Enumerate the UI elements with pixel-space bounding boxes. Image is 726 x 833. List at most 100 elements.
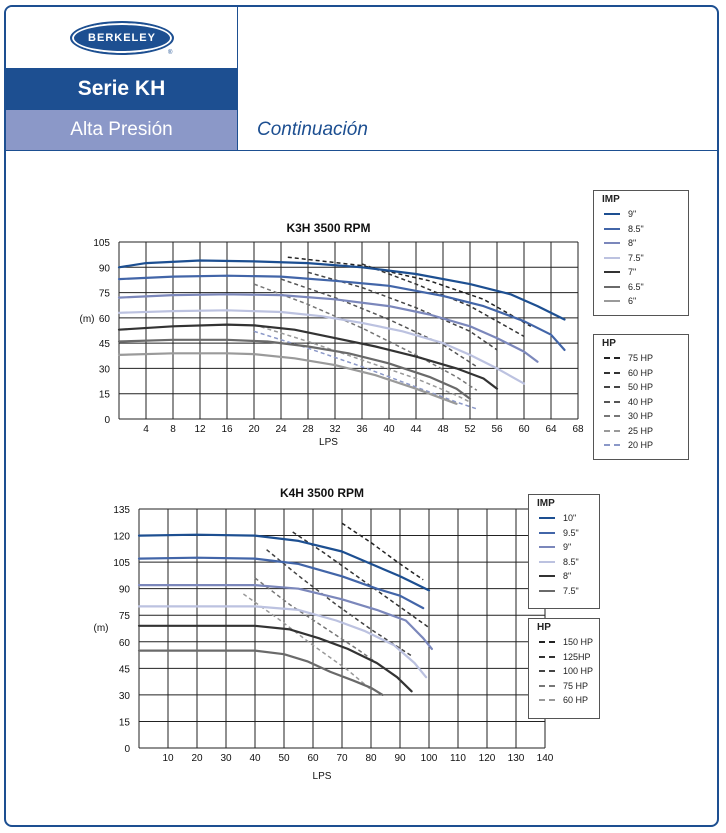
- c1-ylabel: (m): [80, 314, 95, 325]
- c2-imp-curve-7.5: [137, 649, 384, 696]
- c1-hp-line-20HP: [253, 330, 478, 410]
- k4h-hp-legend-item: 125HP: [529, 650, 599, 665]
- k3h-hp-legend-item: 40 HP: [594, 395, 688, 410]
- k3h-imp-legend-label: 8": [628, 238, 637, 249]
- c2-xtick-label: 30: [220, 753, 232, 764]
- c1-imp-curve-9: [117, 259, 566, 321]
- c1-hp-line-60HP: [361, 263, 525, 338]
- k4h-hp-legend-item: 100 HP: [529, 664, 599, 679]
- k4h-imp-legend-swatch: [539, 589, 555, 592]
- c1-hp-line-30HP: [253, 283, 478, 391]
- c1-hp-line-75HP: [287, 256, 532, 327]
- c2-ylabel: (m): [94, 623, 109, 634]
- k3h-imp-legend-label: 6.5": [628, 281, 644, 292]
- k3h-hp-legend-swatch: [604, 415, 620, 418]
- k4h-hp-legend: HP 150 HP 125HP 100 HP 75 HP 60 HP: [528, 618, 600, 719]
- k4h-hp-legend-label: 100 HP: [563, 666, 594, 677]
- c2-imp-curve-9: [137, 584, 433, 650]
- c1-xtick-label: 20: [248, 424, 260, 435]
- k4h-imp-legend-item: 9.5": [529, 526, 599, 541]
- c1-imp-curve-8.5: [117, 274, 566, 351]
- c2-hp-line-100HP: [266, 549, 413, 657]
- k3h-imp-legend-swatch: [604, 213, 620, 216]
- k4h-hp-legend-label: 60 HP: [563, 695, 589, 706]
- header-divider: [6, 150, 717, 151]
- c1-xtick-label: 8: [170, 424, 176, 435]
- k4h-hp-legend-swatch: [539, 655, 555, 658]
- c2-imp-curve-9.5: [137, 556, 425, 610]
- k4h-imp-legend-swatch: [539, 546, 555, 549]
- k3h-imp-legend-swatch: [604, 227, 620, 230]
- k3h-hp-legend-swatch: [604, 357, 620, 360]
- c2-xtick-label: 80: [365, 753, 377, 764]
- k4h-hp-legend-item: 60 HP: [529, 693, 599, 708]
- k4h-hp-legend-label: 75 HP: [563, 680, 589, 691]
- k4h-imp-legend-item: 9": [529, 540, 599, 555]
- c2-xtick-label: 100: [421, 753, 438, 764]
- k3h-hp-legend-swatch: [604, 371, 620, 374]
- k4h-hp-legend-swatch: [539, 684, 555, 687]
- c1-hp-line-40HP: [280, 278, 478, 368]
- c1-ytick-label: 105: [93, 238, 110, 249]
- k3h-hp-legend-label: 75 HP: [628, 353, 654, 364]
- k3h-hp-legend-swatch: [604, 444, 620, 447]
- k3h-imp-legend-item: 6.5": [594, 280, 688, 295]
- c2-ytick-label: 135: [113, 505, 130, 516]
- c2-imp-curve-8.5: [137, 605, 428, 679]
- header-left-panel: BERKELEY ® Serie KH Alta Presión: [6, 7, 238, 150]
- k4h-hp-legend-item: 150 HP: [529, 635, 599, 650]
- registered-mark-icon: ®: [168, 50, 173, 56]
- c2-xtick-label: 20: [191, 753, 203, 764]
- c1-xlabel: LPS: [319, 437, 338, 448]
- k4h-imp-legend-item: 10": [529, 511, 599, 526]
- k4h-hp-legend-label: 125HP: [563, 651, 591, 662]
- k3h-imp-legend-swatch: [604, 300, 620, 303]
- k3h-imp-legend-item: 6": [594, 294, 688, 309]
- k3h-hp-legend-label: 30 HP: [628, 411, 654, 422]
- k3h-imp-legend-title: IMP: [602, 194, 620, 205]
- k4h-imp-legend-swatch: [539, 517, 555, 520]
- k3h-hp-legend-item: 75 HP: [594, 351, 688, 366]
- c1-ytick-label: 45: [99, 339, 111, 350]
- c1-xtick-label: 32: [329, 424, 341, 435]
- k3h-hp-legend: HP 75 HP 60 HP 50 HP 40 HP 30 HP 25 HP 20 HP: [593, 334, 689, 460]
- c1-xtick-label: 56: [491, 424, 503, 435]
- c2-xtick-label: 120: [479, 753, 496, 764]
- k3h-hp-legend-item: 25 HP: [594, 424, 688, 439]
- k3h-imp-legend-label: 7": [628, 267, 637, 278]
- c1-xtick-label: 4: [143, 424, 149, 435]
- k4h-imp-legend-title: IMP: [537, 498, 555, 509]
- c1-xtick-label: 48: [437, 424, 449, 435]
- k3h-imp-legend-item: 9": [594, 207, 688, 222]
- c2-ytick-label: 75: [119, 611, 131, 622]
- c1-ytick-label: 15: [99, 390, 111, 401]
- k3h-hp-legend-item: 20 HP: [594, 438, 688, 453]
- k4h-imp-legend-swatch: [539, 531, 555, 534]
- c1-hp-line-25HP: [253, 323, 471, 403]
- c1-xtick-label: 44: [410, 424, 422, 435]
- k4h-imp-legend-label: 9.5": [563, 527, 579, 538]
- c2-imp-curve-8: [137, 624, 413, 693]
- c2-xtick-label: 50: [278, 753, 290, 764]
- k3h-hp-legend-swatch: [604, 400, 620, 403]
- k4h-imp-legend-label: 8": [563, 571, 572, 582]
- k3h-imp-legend-label: 9": [628, 209, 637, 220]
- c2-xtick-label: 90: [394, 753, 406, 764]
- k4h-hp-legend-label: 150 HP: [563, 637, 594, 648]
- c2-ytick-label: 0: [124, 744, 130, 755]
- k4h-imp-legend-label: 7.5": [563, 585, 579, 596]
- c2-ytick-label: 15: [119, 717, 131, 728]
- c1-xtick-label: 12: [194, 424, 206, 435]
- k3h-hp-legend-item: 30 HP: [594, 409, 688, 424]
- c2-ytick-label: 60: [119, 638, 131, 649]
- k4h-hp-legend-item: 75 HP: [529, 679, 599, 694]
- c2-ytick-label: 45: [119, 664, 131, 675]
- c1-xtick-label: 24: [275, 424, 287, 435]
- continuation-label: Continuación: [257, 119, 368, 140]
- c2-ytick-label: 30: [119, 691, 131, 702]
- k3h-imp-legend: IMP 9" 8.5" 8" 7.5" 7" 6.5" 6": [593, 190, 689, 316]
- c2-xtick-label: 60: [307, 753, 319, 764]
- c2-xtick-label: 140: [537, 753, 554, 764]
- c2-imp-curve-10: [137, 533, 431, 592]
- c2-hp-line-60HP: [242, 593, 372, 691]
